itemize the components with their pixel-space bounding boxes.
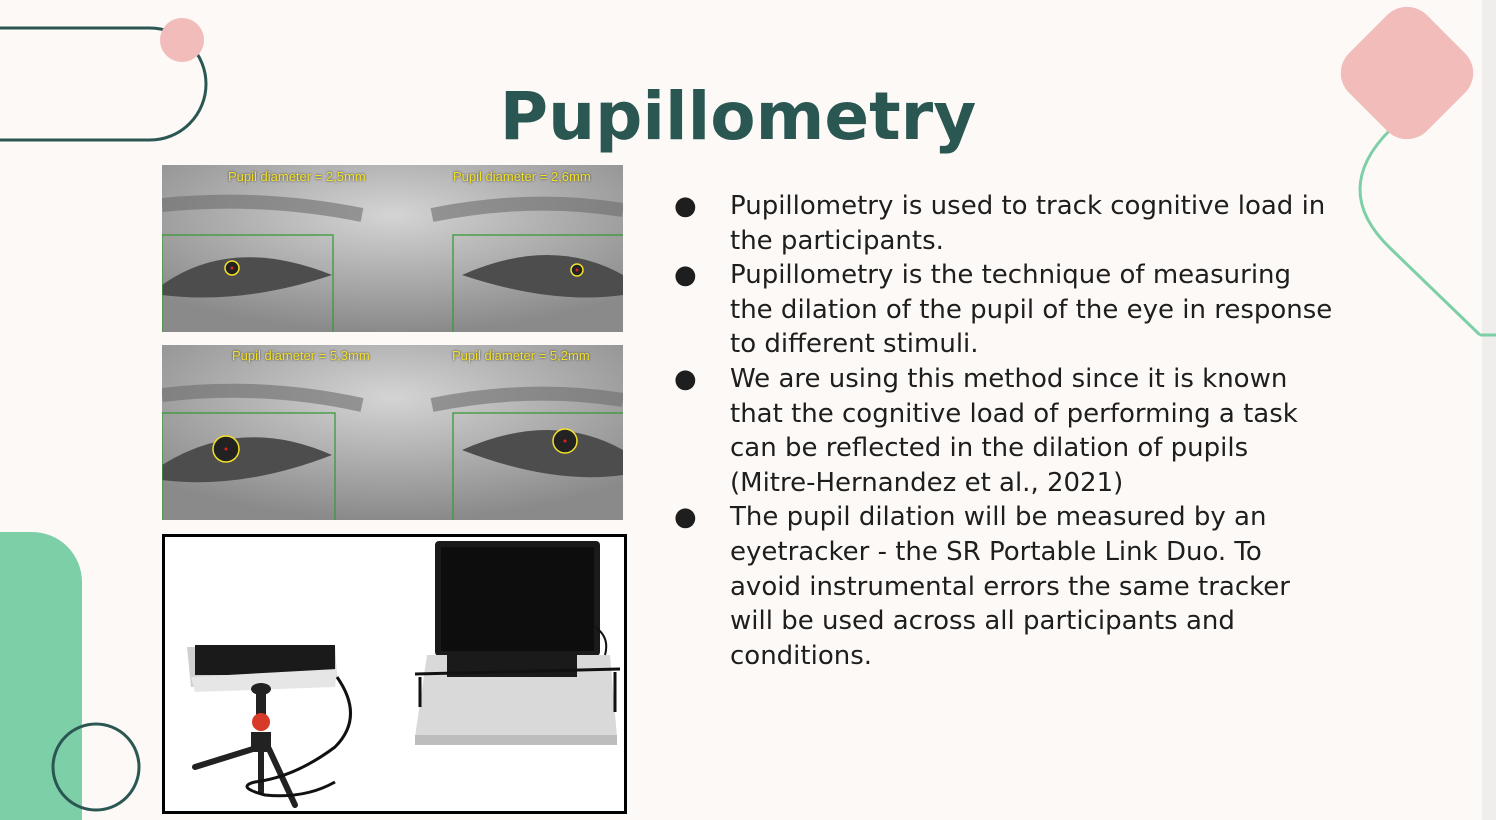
decor-top-right bbox=[1340, 6, 1496, 337]
list-item: ● The pupil dilation will be measured by… bbox=[674, 500, 1334, 673]
bullet-text: The pupil dilation will be measured by a… bbox=[730, 502, 1290, 671]
page-edge bbox=[1482, 0, 1496, 820]
eye-image-large-pupil: Pupil diameter = 5,3mm Pupil diameter = … bbox=[162, 345, 623, 520]
list-item: ● We are using this method since it is k… bbox=[674, 362, 1334, 500]
page-title: Pupillometry bbox=[499, 78, 977, 155]
pupil-diameter-label: Pupil diameter = 5,3mm bbox=[232, 348, 370, 363]
pupil-diameter-label: Pupil diameter = 5,2mm bbox=[452, 348, 590, 363]
bullet-dot-icon: ● bbox=[674, 191, 697, 221]
list-item: ● Pupillometry is the technique of measu… bbox=[674, 258, 1334, 362]
bullet-text: Pupillometry is used to track cognitive … bbox=[730, 191, 1326, 256]
eyetracker-device-photo bbox=[162, 534, 627, 814]
bullet-dot-icon: ● bbox=[674, 502, 697, 533]
pupil-diameter-label: Pupil diameter = 2,6mm bbox=[453, 169, 591, 184]
bullet-text: Pupillometry is the technique of measuri… bbox=[730, 260, 1333, 360]
list-item: ● Pupillometry is used to track cognitiv… bbox=[674, 189, 1334, 258]
decor-bottom-left bbox=[0, 532, 141, 820]
bullet-dot-icon: ● bbox=[674, 260, 697, 291]
bullet-list: ● Pupillometry is used to track cognitiv… bbox=[674, 189, 1334, 673]
bullet-dot-icon: ● bbox=[674, 363, 697, 394]
bullet-text: We are using this method since it is kno… bbox=[730, 363, 1298, 498]
pupil-diameter-label: Pupil diameter = 2,5mm bbox=[228, 169, 366, 184]
eye-image-small-pupil: Pupil diameter = 2,5mm Pupil diameter = … bbox=[162, 165, 623, 332]
decor-top-left bbox=[0, 18, 208, 142]
